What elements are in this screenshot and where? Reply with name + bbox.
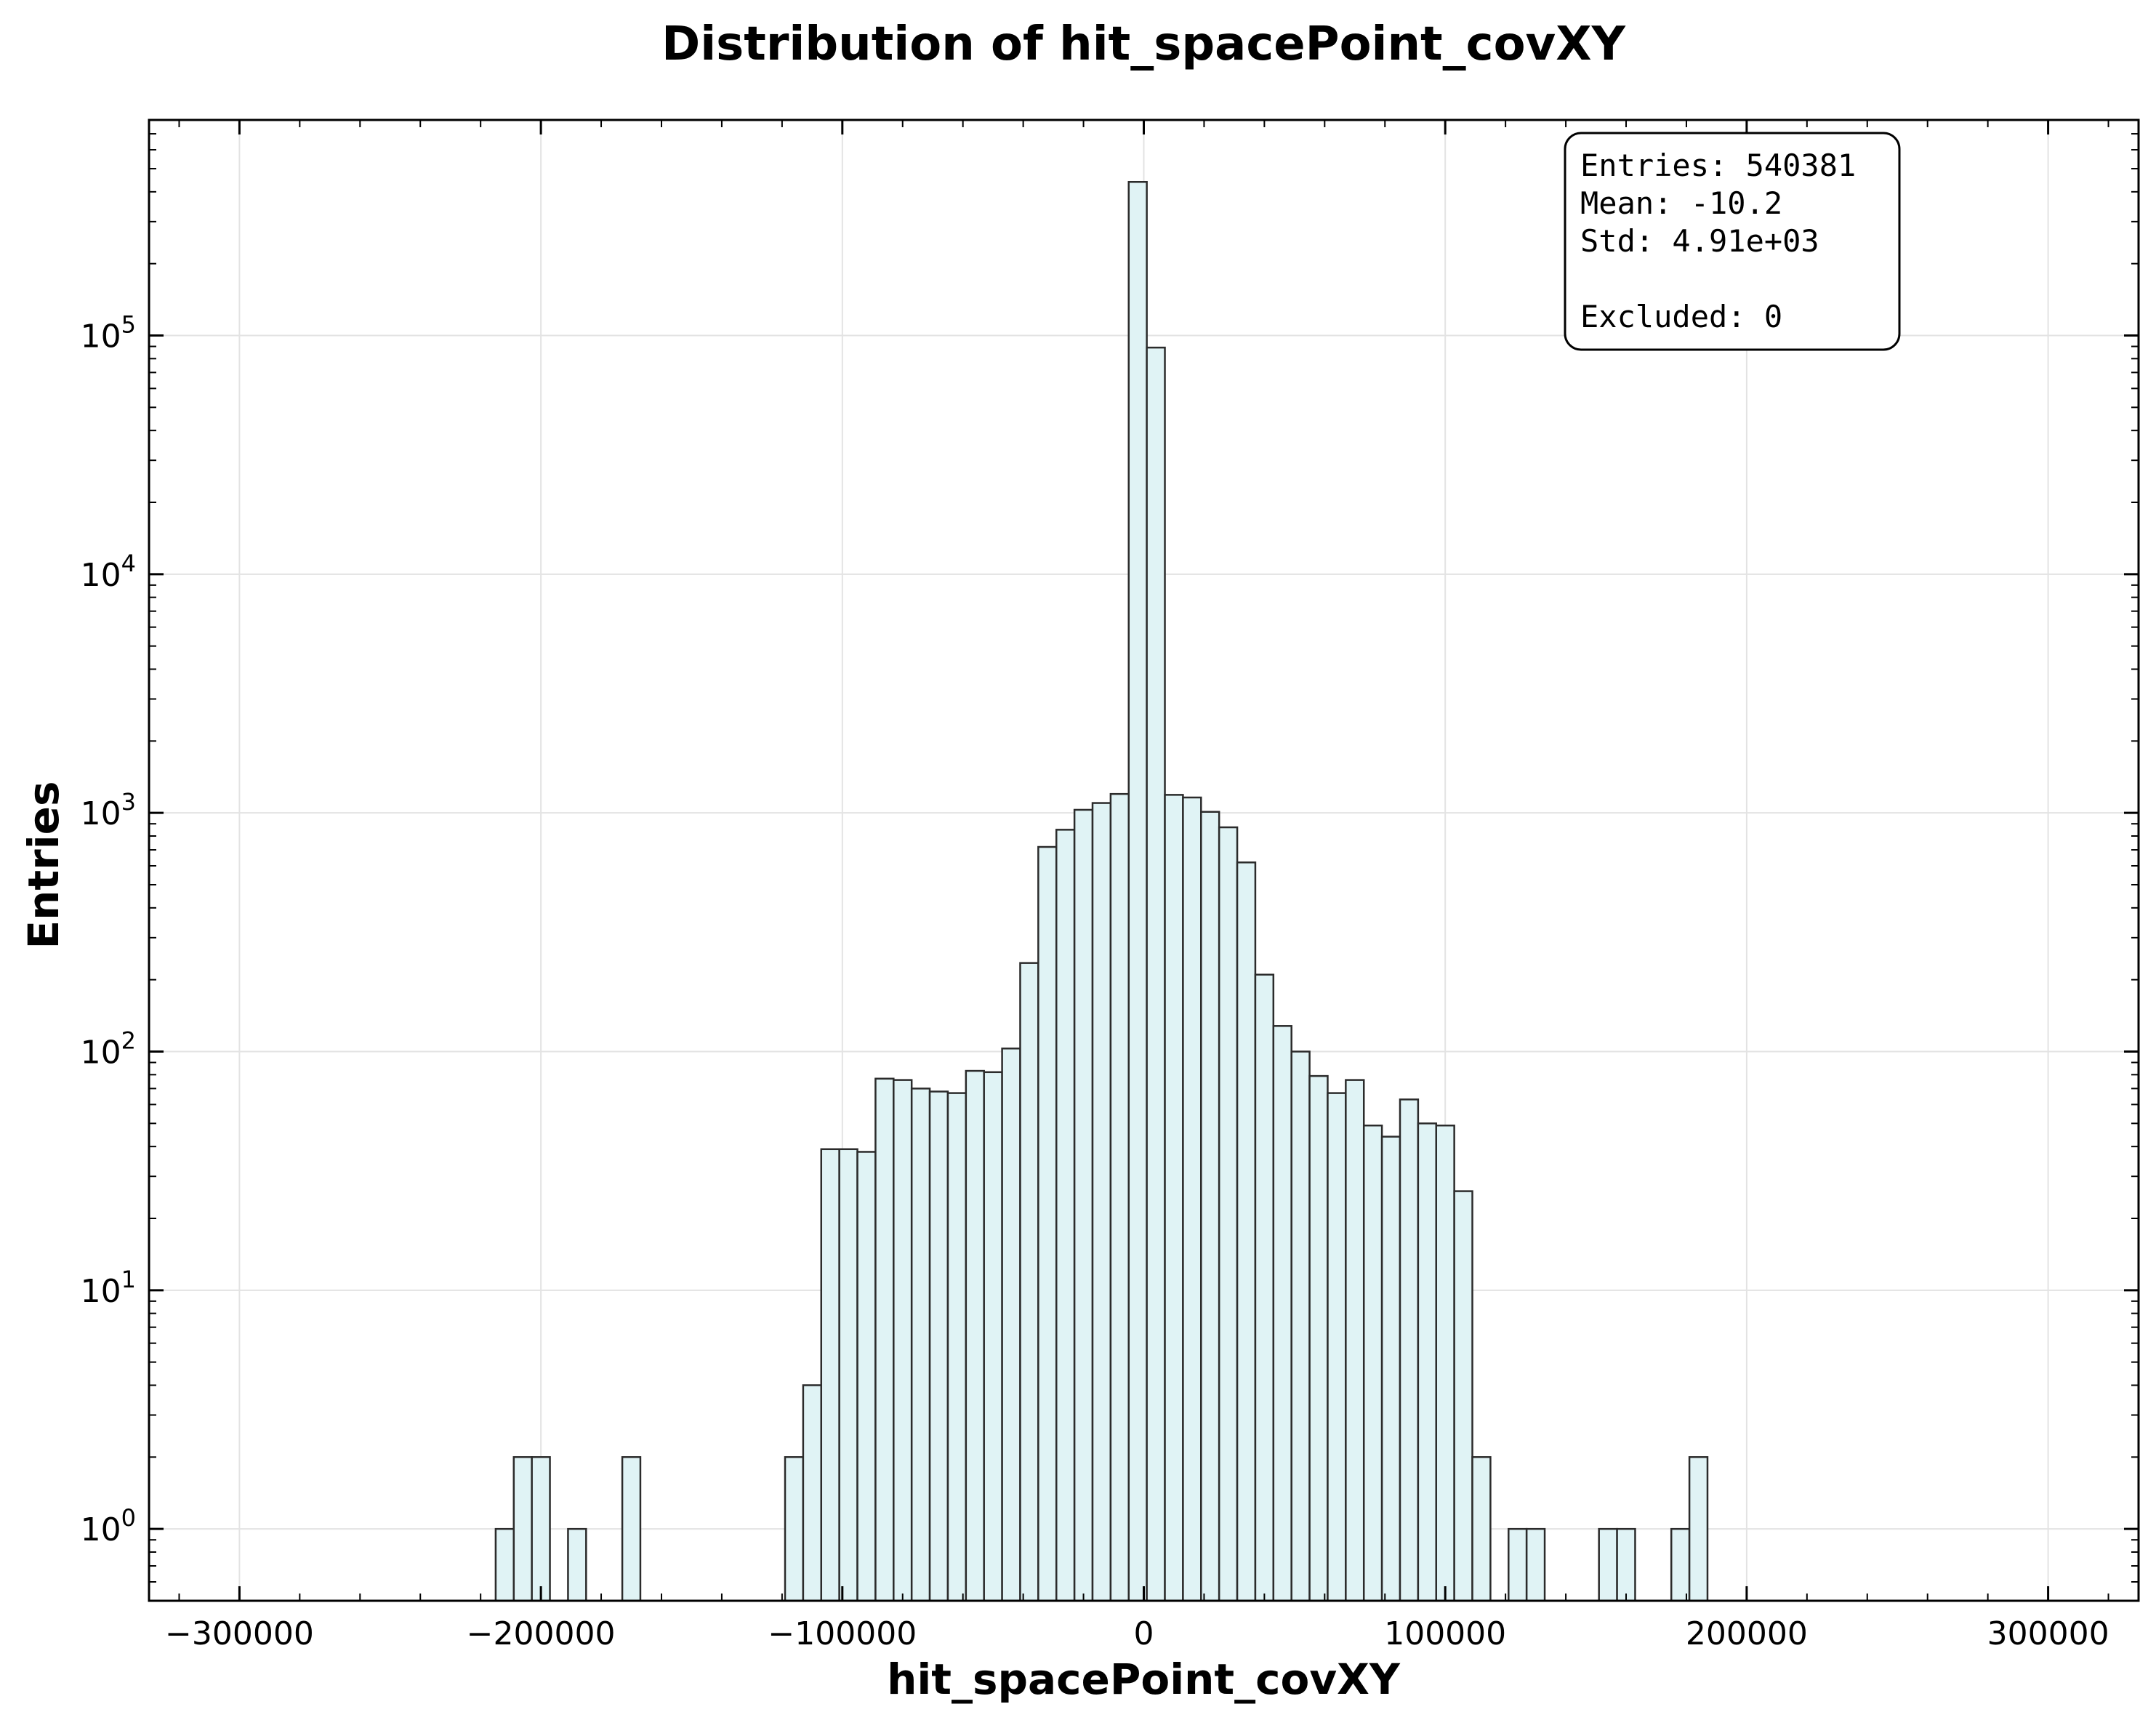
histogram-bar xyxy=(874,1077,895,1602)
x-tick-label: −100000 xyxy=(768,1615,917,1652)
stats-std: Std: 4.91e+03 xyxy=(1580,223,1819,259)
histogram-bar xyxy=(1254,973,1275,1602)
histogram-bar xyxy=(946,1092,968,1602)
histogram-bar xyxy=(1236,861,1257,1602)
histogram-bar xyxy=(1380,1136,1401,1602)
x-tick-label: 200000 xyxy=(1686,1615,1808,1652)
y-tick-label: 100 xyxy=(81,1504,136,1548)
bars-layer xyxy=(494,180,1709,1602)
histogram-bar xyxy=(621,1456,642,1602)
histogram-bar xyxy=(928,1090,949,1602)
histogram-bar xyxy=(1435,1124,1455,1602)
histogram-bar xyxy=(856,1151,877,1602)
histogram-bar xyxy=(1399,1098,1420,1602)
histogram-bar xyxy=(531,1456,551,1602)
histogram-bar xyxy=(1019,962,1039,1602)
stats-entries: Entries: 540381 xyxy=(1580,148,1856,183)
x-tick-label: −200000 xyxy=(467,1615,616,1652)
histogram-bar xyxy=(802,1384,823,1602)
y-tick-label: 104 xyxy=(81,550,136,594)
y-tick-label: 101 xyxy=(81,1266,136,1310)
histogram-bar xyxy=(1146,346,1166,1602)
histogram-bar xyxy=(910,1088,931,1602)
stats-mean: Mean: -10.2 xyxy=(1580,185,1782,221)
histogram-bar xyxy=(1616,1527,1636,1602)
histogram-bar xyxy=(1001,1048,1021,1602)
x-tick-label: 0 xyxy=(1134,1615,1154,1652)
x-axis-label: hit_spacePoint_covXY xyxy=(887,1655,1401,1704)
histogram-bar xyxy=(567,1527,587,1602)
histogram-bar xyxy=(1055,829,1076,1602)
histogram-bar xyxy=(1164,794,1184,1602)
histogram-bar xyxy=(494,1527,515,1602)
stats-box: Entries: 540381 Mean: -10.2 Std: 4.91e+0… xyxy=(1564,132,1901,351)
histogram-bar xyxy=(1290,1050,1311,1602)
x-tick-label: −300000 xyxy=(165,1615,314,1652)
y-tick-label: 103 xyxy=(81,788,136,832)
histogram-bar xyxy=(1073,808,1094,1602)
histogram-bar xyxy=(784,1456,805,1602)
stats-box-frame xyxy=(1564,132,1901,351)
histogram-bar xyxy=(1345,1079,1365,1602)
histogram-bar xyxy=(1688,1456,1709,1602)
histogram-bar xyxy=(1218,826,1239,1602)
histogram-bar xyxy=(1327,1092,1347,1602)
histogram-bar xyxy=(1453,1190,1473,1602)
histogram-bar xyxy=(1508,1527,1528,1602)
histogram-bar xyxy=(1127,180,1148,1602)
histogram-bar xyxy=(1200,811,1220,1602)
y-tick-label: 105 xyxy=(81,311,136,355)
y-tick-label: 102 xyxy=(81,1027,136,1072)
histogram-bar xyxy=(1362,1124,1383,1602)
x-tick-label: 100000 xyxy=(1384,1615,1506,1652)
x-tick-label: 300000 xyxy=(1987,1615,2109,1652)
stats-excluded: Excluded: 0 xyxy=(1580,299,1782,334)
histogram-bar xyxy=(1598,1527,1618,1602)
y-axis-label: Entries xyxy=(19,781,68,949)
histogram-bar xyxy=(1525,1527,1546,1602)
histogram-bar xyxy=(965,1069,985,1602)
histogram-bar xyxy=(1308,1074,1329,1602)
histogram-bar xyxy=(1471,1456,1492,1602)
histogram-bar xyxy=(1037,845,1058,1602)
histogram-bar xyxy=(1670,1527,1691,1602)
histogram-bar xyxy=(838,1148,858,1602)
chart-title: Distribution of hit_spacePoint_covXY xyxy=(661,17,1626,71)
histogram-bar xyxy=(893,1079,913,1602)
histogram-bar xyxy=(983,1071,1003,1602)
histogram-bar xyxy=(1272,1025,1292,1602)
histogram-bar xyxy=(820,1148,840,1602)
histogram-bar xyxy=(1182,796,1202,1602)
histogram-bar xyxy=(512,1456,533,1602)
histogram-bar xyxy=(1109,792,1130,1602)
histogram-bar xyxy=(1091,802,1112,1602)
histogram-bar xyxy=(1417,1122,1438,1602)
tick-labels-layer: −300000 −200000 −100000 0 100000 200000 300000… xyxy=(81,311,2109,1652)
